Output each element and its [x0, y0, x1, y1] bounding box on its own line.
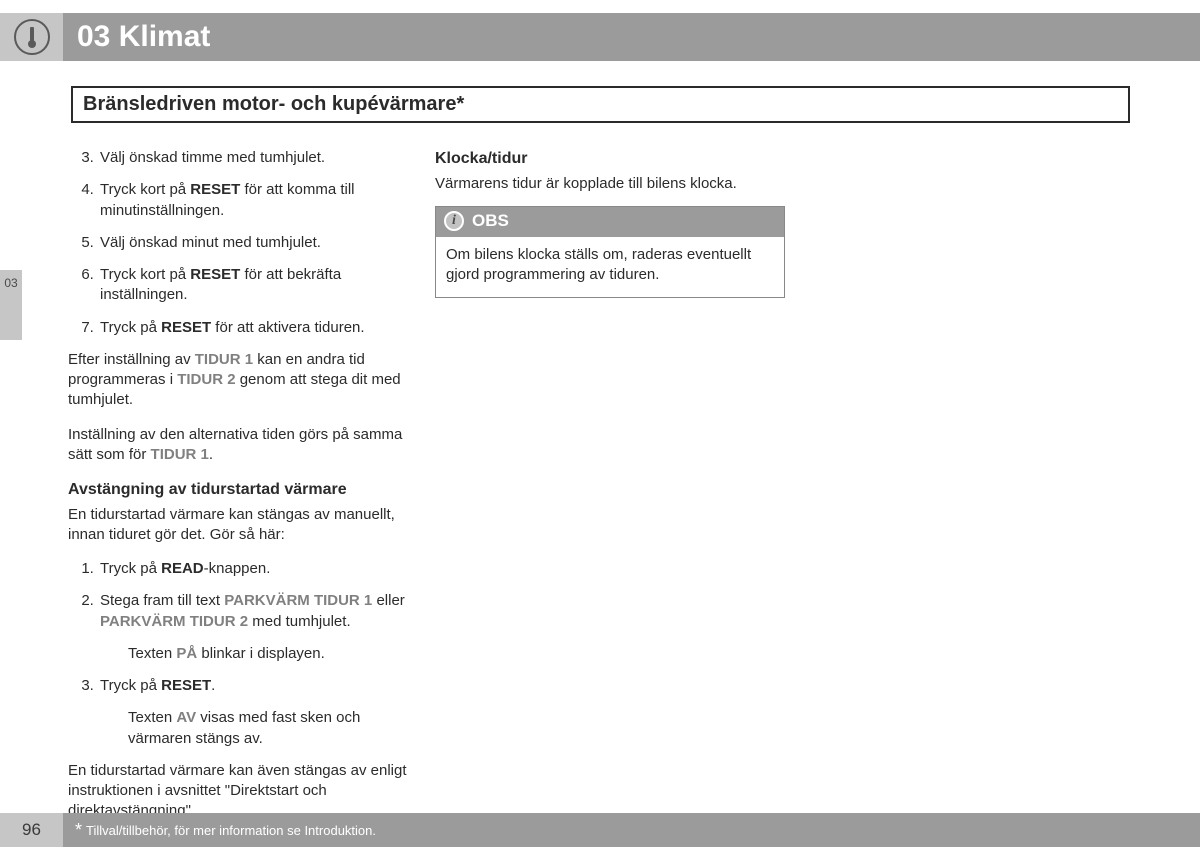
side-tab: 03 [0, 270, 22, 340]
column-2: Klocka/tidur Värmarens tidur är kopplade… [435, 148, 789, 298]
list-item: Tryck kort på RESET för att komma till m… [98, 180, 422, 221]
obs-header: i OBS [436, 207, 784, 237]
obs-body: Om bilens klocka ställs om, raderas even… [436, 237, 784, 298]
list-item: Tryck på RESET. [98, 676, 422, 696]
list-item: Tryck på READ-knappen. [98, 559, 422, 579]
list-item-note: Texten AV visas med fast sken och värmar… [98, 708, 422, 749]
chapter-icon-block [0, 13, 63, 61]
subheading: Klocka/tidur [435, 148, 789, 170]
footer-text: Tillval/tillbehör, för mer information s… [86, 823, 376, 838]
chapter-header: 03 Klimat [63, 13, 1200, 61]
section-title: Bränsledriven motor- och kupévärmare* [83, 93, 464, 115]
section-title-box: Bränsledriven motor- och kupévärmare* [71, 86, 1130, 123]
steps-list-a: Välj önskad timme med tumhjulet. Tryck ko… [68, 148, 422, 338]
paragraph: Inställning av den alternativa tiden gör… [68, 425, 422, 466]
footer-bar: * Tillval/tillbehör, för mer information… [63, 813, 1200, 847]
thermometer-icon [14, 19, 50, 55]
obs-label: OBS [472, 210, 509, 233]
list-item-note: Texten PÅ blinkar i displayen. [98, 644, 422, 664]
asterisk-icon: * [75, 820, 82, 841]
list-item: Tryck på RESET för att aktivera tiduren. [98, 318, 422, 338]
footer: 96 * Tillval/tillbehör, för mer informat… [0, 813, 1200, 847]
list-item: Välj önskad minut med tumhjulet. [98, 233, 422, 253]
paragraph: Efter inställning av TIDUR 1 kan en andr… [68, 350, 422, 411]
column-1: Välj önskad timme med tumhjulet. Tryck ko… [68, 148, 422, 836]
steps-list-b: Tryck på READ-knappen. Stega fram till te… [68, 559, 422, 749]
page-number: 96 [0, 813, 63, 847]
obs-box: i OBS Om bilens klocka ställs om, radera… [435, 206, 785, 298]
list-item: Välj önskad timme med tumhjulet. [98, 148, 422, 168]
list-item: Tryck kort på RESET för att bekräfta ins… [98, 265, 422, 306]
paragraph: En tidurstartad värmare kan stängas av m… [68, 505, 422, 546]
info-icon: i [444, 211, 464, 231]
paragraph: Värmarens tidur är kopplade till bilens … [435, 174, 789, 194]
subheading: Avstängning av tidurstartad värmare [68, 479, 422, 501]
chapter-title: 03 Klimat [77, 20, 210, 54]
list-item: Stega fram till text PARKVÄRM TIDUR 1 el… [98, 591, 422, 632]
